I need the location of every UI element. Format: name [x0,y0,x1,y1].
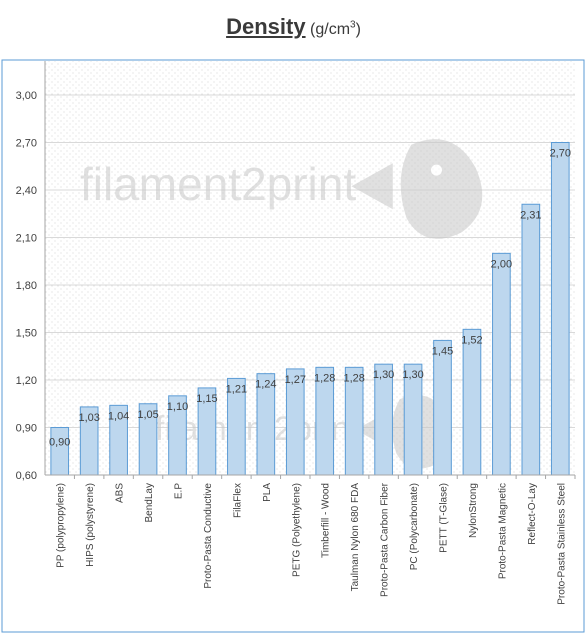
data-label: 1,27 [285,374,306,386]
y-tick-label: 2,40 [16,185,37,197]
axes: 0,60 0,90 1,20 1,50 1,80 2,10 2,40 2,70 3,00 [16,61,576,482]
category-label: Taulman Nylon 680 FDA [350,483,361,592]
data-label: 1,52 [461,334,482,346]
y-tick-label: 3,00 [16,90,37,102]
watermark-eye-icon [430,164,443,176]
bar [492,252,511,476]
category-label: Proto-Pasta Magnetic [497,483,508,579]
y-tick-label: 2,70 [16,138,37,150]
y-tick-label: 1,50 [16,328,37,340]
watermark-text: filament2print [80,158,356,210]
watermark-chameleon-icon [400,139,483,239]
unit-prefix: (g/cm [310,21,351,38]
chart-title-main: Density [226,14,306,39]
category-label: ABS [115,483,126,503]
category-label: Reflect-O-Lay [527,483,538,545]
data-label: 1,24 [255,379,276,391]
bars [50,142,570,476]
category-label: Proto-Pasta Carbon Fiber [380,482,391,597]
unit-suffix: ) [355,21,361,38]
category-label: E.P [174,483,185,499]
category-label: FilaFlex [232,483,243,518]
y-tick-label: 0,60 [16,470,37,482]
chart-title: Density (g/cm3) [0,14,587,40]
labels: 0,90 PP (polypropylene) 1,03 HIPS (polystyr… [49,148,571,605]
category-label: BendLay [144,483,155,522]
category-label: PETT (T-Glase) [439,483,450,553]
bar [550,142,570,476]
data-label: 1,28 [343,372,364,384]
bar [521,203,541,476]
data-label: 1,04 [108,410,129,422]
data-label: 1,15 [196,393,217,405]
category-label: PETG (Polyethylene) [291,483,302,577]
data-label: 1,10 [167,401,188,413]
data-label: 2,00 [491,258,512,270]
watermark-arrow-icon [351,163,393,210]
data-label: 1,03 [78,412,99,424]
data-label: 1,30 [402,369,423,381]
category-label: Timberfill - Wood [321,483,332,558]
grid-lines [45,94,575,428]
y-tick-label: 1,80 [16,280,37,292]
bar [433,339,452,476]
category-label: PC (Polycarbonate) [409,483,420,570]
bar [462,328,482,476]
data-label: 1,30 [373,369,394,381]
data-label: 1,05 [137,409,158,421]
category-label: Proto-Pasta Stainless Steel [556,483,567,605]
chart-title-unit: (g/cm3) [310,19,361,38]
data-label: 2,31 [520,209,541,221]
category-label: PP (polypropylene) [56,483,67,568]
y-tick-label: 1,20 [16,375,37,387]
y-tick-label: 0,90 [16,423,37,435]
category-label: PLA [262,483,273,502]
data-label: 2,70 [550,148,571,160]
unit-superscript: 3 [350,19,356,31]
category-label: Proto-Pasta Conductive [203,483,214,589]
data-label: 0,90 [49,437,70,449]
plot-background [45,61,575,475]
category-label: NylonStrong [468,483,479,538]
data-label: 1,28 [314,372,335,384]
data-label: 1,45 [432,345,453,357]
data-label: 1,21 [226,383,247,395]
watermark-logo: filament2print [80,139,483,239]
category-label: HIPS (polystyrene) [85,483,96,567]
y-tick-label: 2,10 [16,233,37,245]
bar [50,427,70,476]
